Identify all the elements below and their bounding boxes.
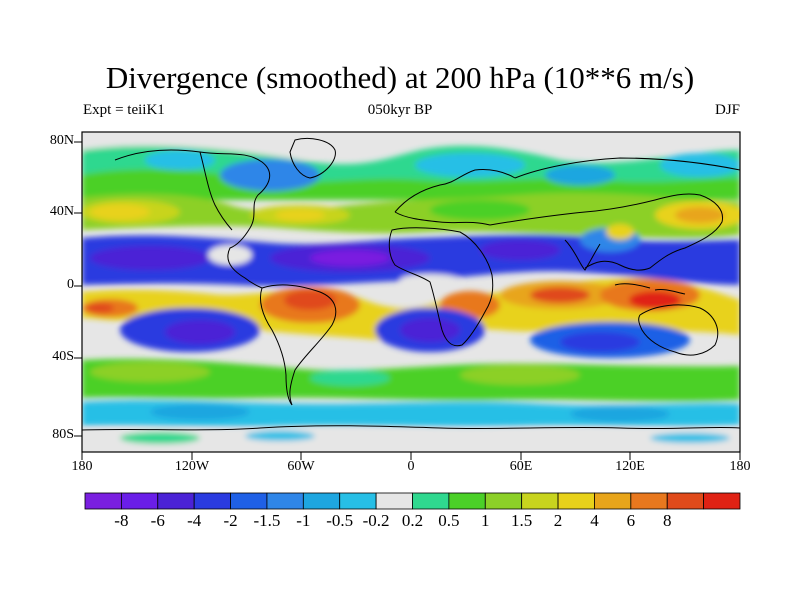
colorbar-swatch [448, 492, 486, 510]
experiment-label: Expt = teiiK1 [83, 102, 165, 118]
longitude-tick-label: 0 [407, 459, 415, 474]
colorbar-swatch [302, 492, 341, 510]
longitude-tick-label: 180 [71, 459, 93, 474]
colorbar-tick-label: 1 [481, 511, 490, 530]
colorbar-swatch [266, 492, 304, 510]
colorbar-tick-label: -0.5 [326, 511, 354, 530]
latitude-tick-label: 40N [49, 204, 74, 219]
longitude-tick-label: 180 [729, 459, 751, 474]
colorbar-swatch [630, 492, 668, 510]
colorbar-tick-label: 0.5 [438, 511, 460, 530]
colorbar-tick-label: 0.2 [401, 511, 424, 530]
colorbar-swatch [230, 492, 268, 510]
colorbar-tick-label: -2 [223, 511, 238, 530]
colorbar-swatch [594, 492, 632, 510]
longitude-tick-label: 60E [509, 459, 533, 474]
latitude-tick-label: 0 [67, 277, 74, 292]
colorbar-tick-label: 2 [553, 511, 563, 530]
colorbar-swatch [666, 492, 705, 510]
season-label: DJF [714, 102, 740, 118]
longitude-tick-label: 60W [287, 459, 315, 474]
colorbar-swatch [84, 492, 122, 510]
colorbar-tick-label: -0.2 [362, 511, 390, 530]
colorbar-tick-label: -4 [187, 511, 202, 530]
colorbar-swatch [703, 492, 741, 510]
divergence-field [82, 132, 740, 452]
colorbar-swatch [412, 492, 450, 510]
colorbar-swatch [375, 492, 413, 510]
colorbar-tick-label: 1.5 [511, 511, 533, 530]
colorbar-tick-label: -1.5 [253, 511, 281, 530]
colorbar-swatch [193, 492, 231, 510]
colorbar-swatch [484, 492, 523, 510]
colorbar-swatch [157, 492, 195, 510]
latitude-tick-label: 80N [49, 133, 74, 148]
colorbar-tick-label: -6 [150, 511, 165, 530]
latitude-tick-label: 80S [52, 427, 74, 442]
colorbar [84, 492, 741, 510]
colorbar-tick-label: 6 [626, 511, 636, 530]
colorbar-swatch [339, 492, 377, 510]
colorbar-swatch [521, 492, 559, 510]
latitude-tick-label: 40S [52, 349, 74, 364]
colorbar-swatch [557, 492, 595, 510]
axis-ticks [74, 141, 741, 460]
period-label: 050kyr BP [367, 102, 433, 118]
coastlines [82, 137, 740, 431]
colorbar-tick-label: 8 [662, 511, 672, 530]
longitude-tick-label: 120W [174, 459, 210, 474]
colorbar-tick-label: 4 [590, 511, 599, 530]
longitude-tick-label: 120E [615, 459, 645, 474]
colorbar-tick-label: -8 [114, 511, 129, 530]
colorbar-swatch [120, 492, 159, 510]
colorbar-tick-label: -1 [296, 511, 311, 530]
chart-title: Divergence (smoothed) at 200 hPa (10**6 … [105, 60, 695, 95]
